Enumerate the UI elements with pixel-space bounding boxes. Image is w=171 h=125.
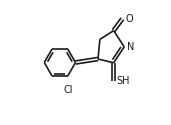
Text: N: N	[127, 42, 134, 52]
Text: O: O	[126, 14, 133, 24]
Text: Cl: Cl	[64, 85, 73, 95]
Text: SH: SH	[116, 76, 130, 86]
